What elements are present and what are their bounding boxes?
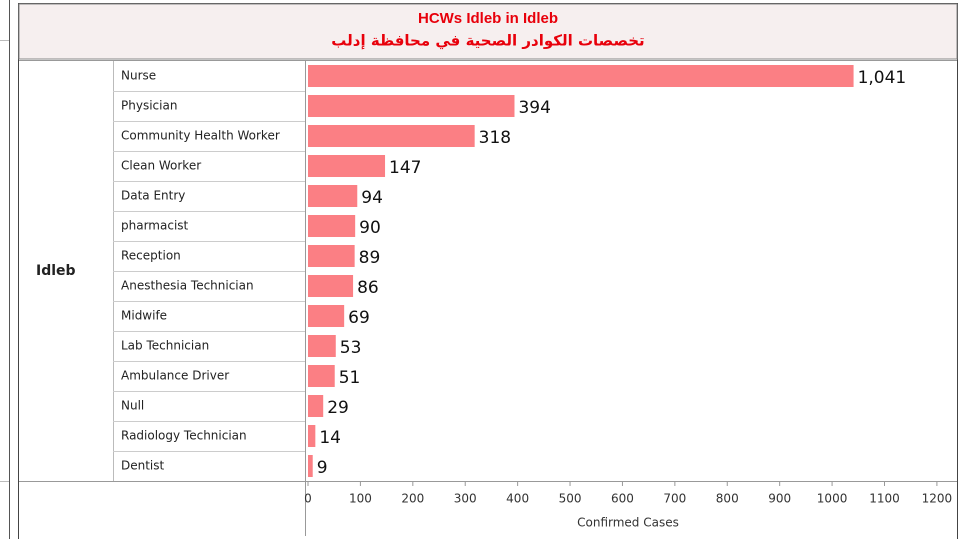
category-label: Radiology Technician [121, 429, 247, 443]
x-tick-label: 1100 [869, 492, 900, 506]
x-tick-label: 0 [304, 492, 312, 506]
x-tick-label: 1000 [817, 492, 848, 506]
value-label: 86 [357, 278, 379, 298]
bar [308, 185, 358, 207]
bar [308, 425, 316, 447]
value-label: 89 [359, 248, 381, 268]
x-tick-label: 500 [559, 492, 582, 506]
category-label: Community Health Worker [121, 129, 280, 143]
value-label: 9 [317, 458, 328, 478]
category-label: Midwife [121, 309, 167, 323]
value-label: 318 [479, 128, 511, 148]
value-label: 51 [339, 368, 361, 388]
category-label: Null [121, 399, 144, 413]
x-tick-label: 100 [349, 492, 372, 506]
category-label: Physician [121, 99, 177, 113]
bar [308, 275, 354, 297]
bar [308, 155, 386, 177]
bar [308, 395, 324, 417]
x-tick-label: 300 [454, 492, 477, 506]
x-tick-label: 700 [663, 492, 686, 506]
bar [308, 365, 335, 387]
value-label: 1,041 [858, 68, 907, 88]
value-label: 394 [518, 98, 550, 118]
category-label: Dentist [121, 459, 165, 473]
category-label: pharmacist [121, 219, 189, 233]
x-axis-title: Confirmed Cases [577, 516, 679, 530]
category-label: Clean Worker [121, 159, 201, 173]
bar [308, 95, 515, 117]
value-label: 14 [319, 428, 341, 448]
chart-title: HCWs Idleb in Idleb [418, 10, 558, 27]
category-label: Nurse [121, 69, 156, 83]
bar [308, 65, 854, 87]
value-label: 29 [327, 398, 349, 418]
x-tick-label: 600 [611, 492, 634, 506]
category-label: Data Entry [121, 189, 185, 203]
bar [308, 335, 336, 357]
bar [308, 245, 355, 267]
value-label: 94 [361, 188, 383, 208]
value-label: 90 [359, 218, 381, 238]
category-label: Ambulance Driver [121, 369, 229, 383]
x-tick-label: 200 [401, 492, 424, 506]
x-tick-label: 800 [716, 492, 739, 506]
bar [308, 125, 475, 147]
x-tick-label: 400 [506, 492, 529, 506]
chart-subtitle: تخصصات الكوادر الصحية في محافظة إدلب [331, 32, 644, 50]
x-tick-label: 900 [768, 492, 791, 506]
category-label: Reception [121, 249, 181, 263]
category-label: Lab Technician [121, 339, 209, 353]
bar [308, 215, 356, 237]
value-label: 69 [348, 308, 370, 328]
bar [308, 305, 345, 327]
value-label: 147 [389, 158, 421, 178]
title-box [18, 3, 958, 60]
x-tick-label: 1200 [922, 492, 953, 506]
bar [308, 455, 313, 477]
category-label: Anesthesia Technician [121, 279, 254, 293]
row-header: Idleb [36, 263, 76, 279]
value-label: 53 [340, 338, 362, 358]
